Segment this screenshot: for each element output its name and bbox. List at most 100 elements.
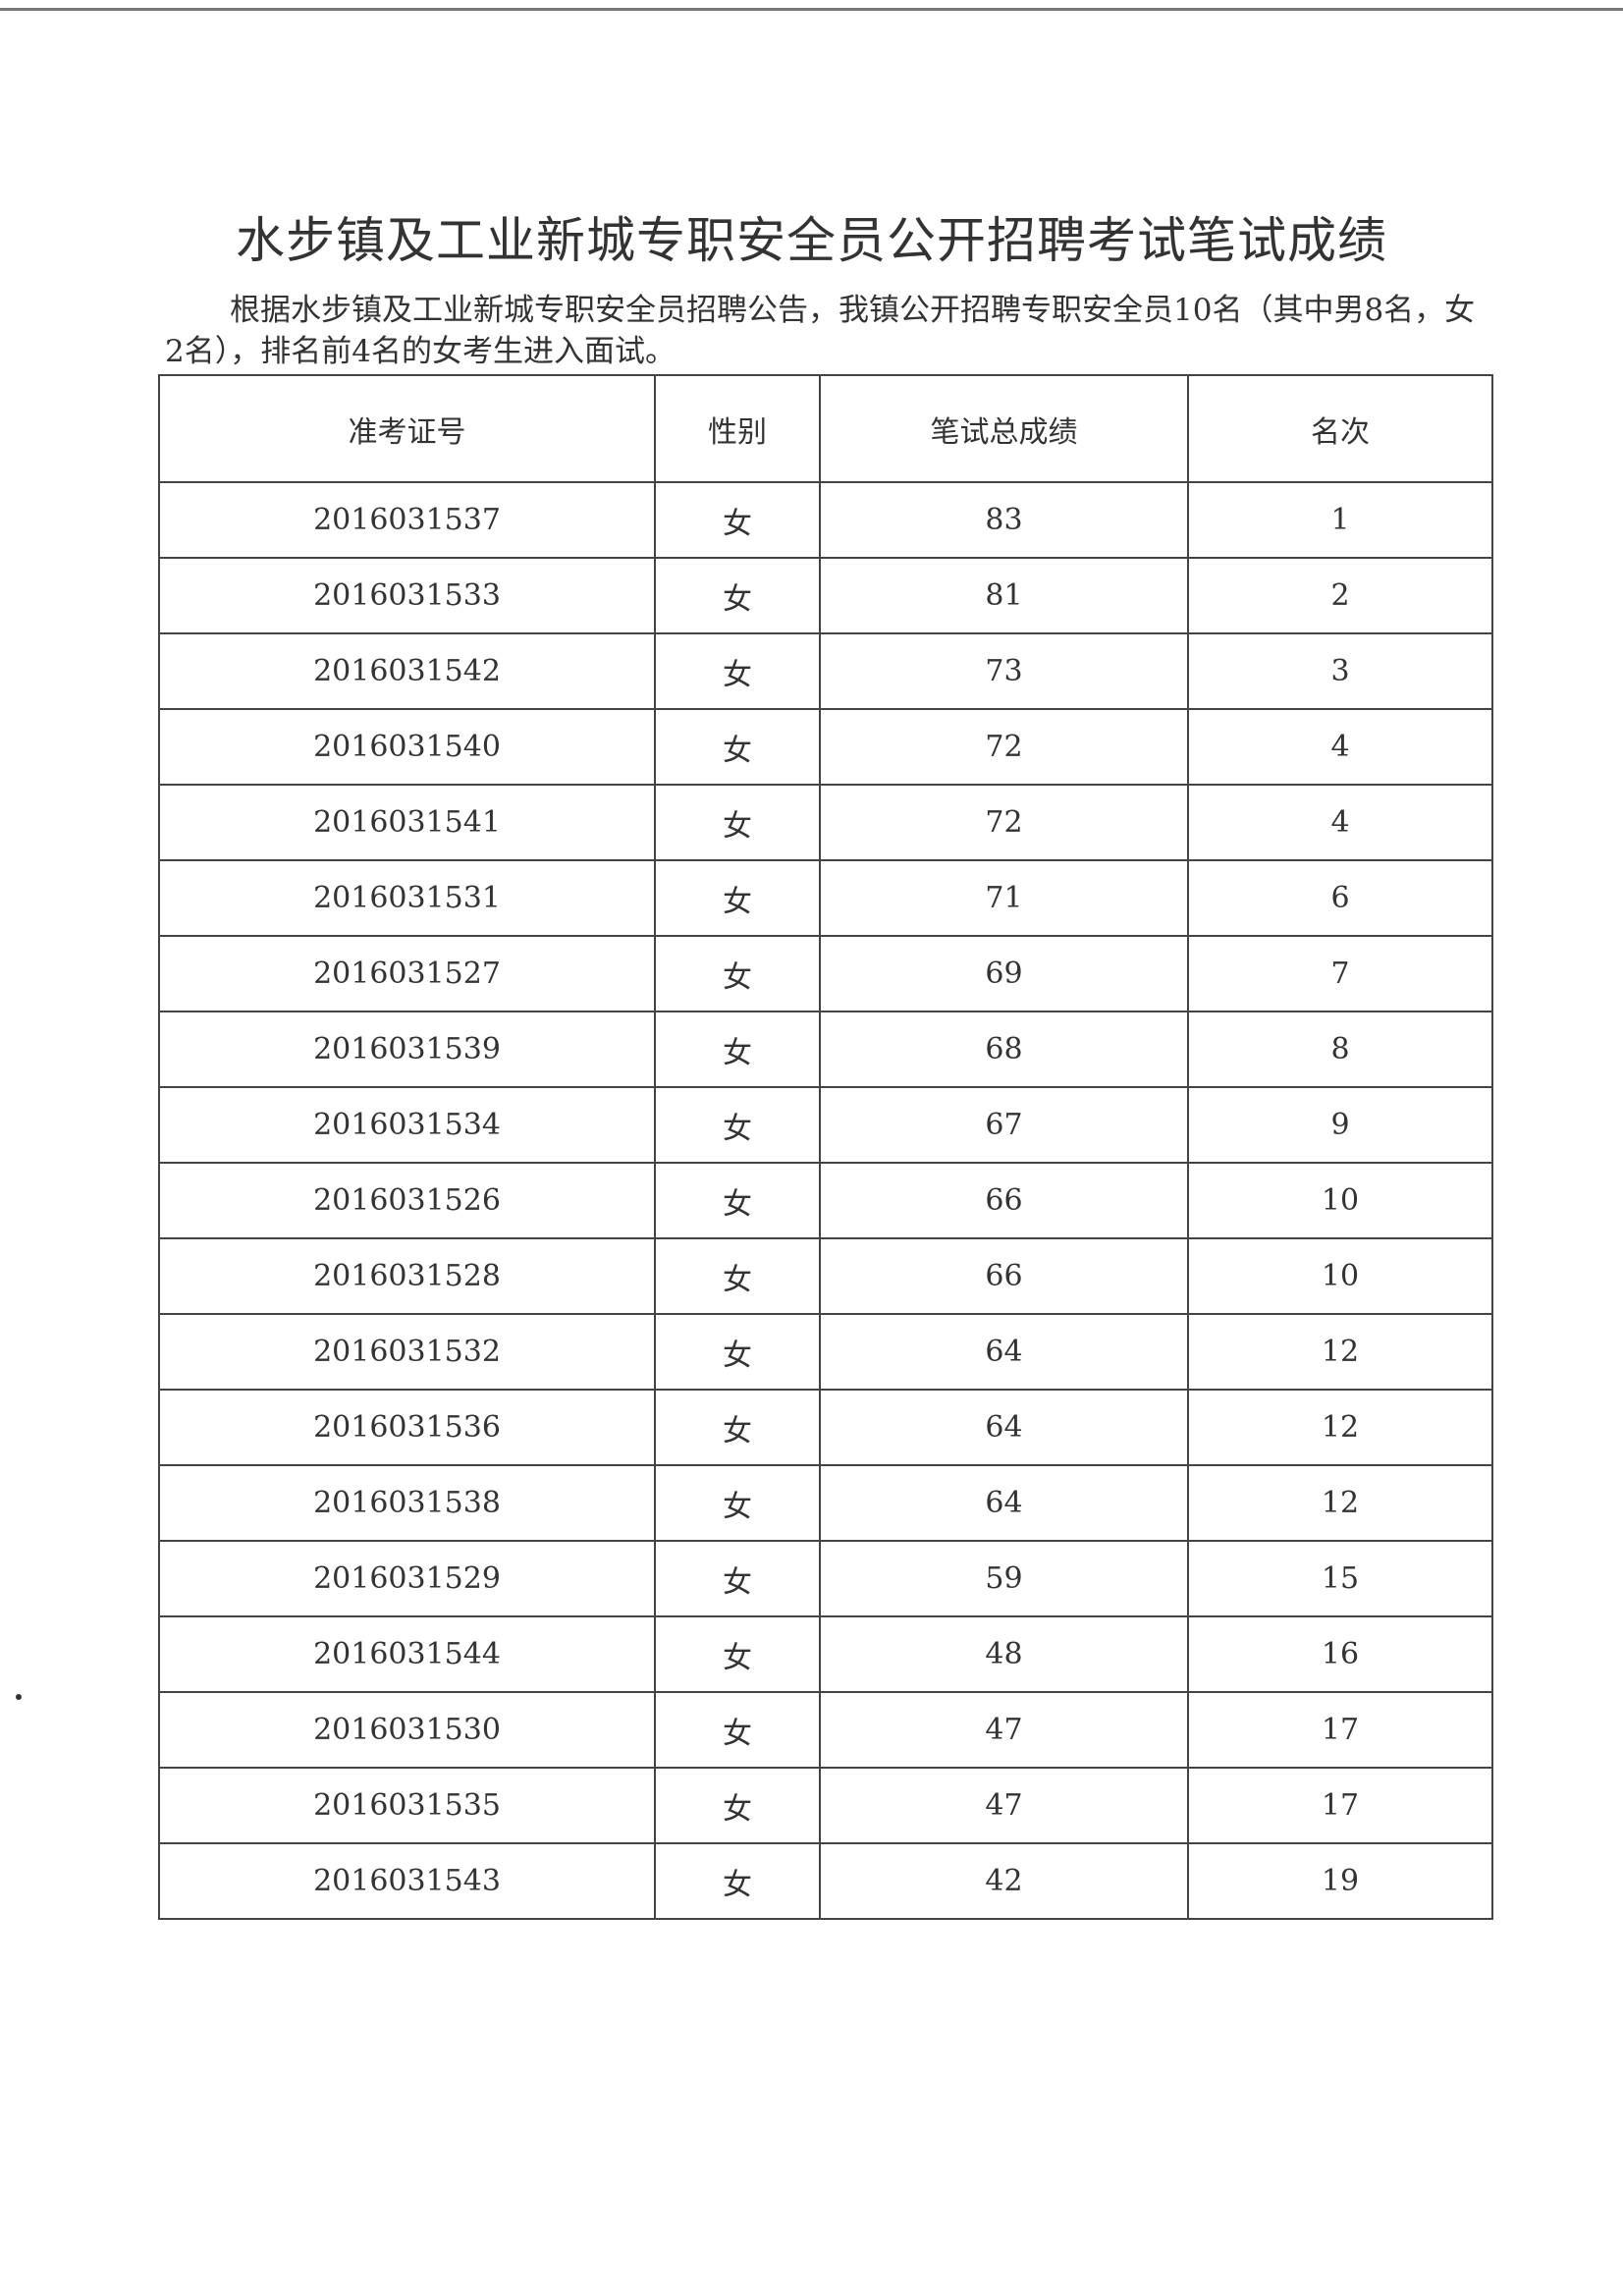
cell-exam-id: 2016031537 [158,481,656,559]
cell-gender: 女 [654,1011,821,1088]
cell-gender: 女 [654,708,821,786]
table-row: 2016031529 女 59 15 [158,1540,1493,1617]
cell-score: 71 [819,859,1189,937]
cell-gender: 女 [654,1540,821,1617]
cell-score: 64 [819,1464,1189,1542]
table-row: 2016031530 女 47 17 [158,1691,1493,1769]
cell-exam-id: 2016031526 [158,1162,656,1239]
cell-exam-id: 2016031533 [158,557,656,634]
table-row: 2016031528 女 66 10 [158,1237,1493,1315]
cell-gender: 女 [654,1615,821,1693]
cell-score: 48 [819,1615,1189,1693]
cell-gender: 女 [654,1237,821,1315]
table-row: 2016031541 女 72 4 [158,784,1493,861]
cell-gender: 女 [654,1162,821,1239]
cell-score: 64 [819,1389,1189,1466]
cell-exam-id: 2016031541 [158,784,656,861]
cell-score: 47 [819,1691,1189,1769]
cell-exam-id: 2016031540 [158,708,656,786]
cell-exam-id: 2016031527 [158,935,656,1012]
cell-exam-id: 2016031532 [158,1313,656,1391]
cell-rank: 4 [1187,708,1493,786]
cell-gender: 女 [654,1313,821,1391]
header-gender: 性别 [654,374,821,483]
table-row: 2016031526 女 66 10 [158,1162,1493,1239]
cell-exam-id: 2016031544 [158,1615,656,1693]
cell-rank: 12 [1187,1389,1493,1466]
cell-score: 67 [819,1086,1189,1164]
cell-score: 66 [819,1237,1189,1315]
table-row: 2016031533 女 81 2 [158,557,1493,634]
cell-rank: 7 [1187,935,1493,1012]
cell-gender: 女 [654,1464,821,1542]
cell-gender: 女 [654,1086,821,1164]
cell-score: 72 [819,708,1189,786]
table-row: 2016031536 女 64 12 [158,1389,1493,1466]
cell-exam-id: 2016031528 [158,1237,656,1315]
cell-score: 81 [819,557,1189,634]
cell-rank: 19 [1187,1842,1493,1920]
table-row: 2016031527 女 69 7 [158,935,1493,1012]
scan-edge-line [0,8,1623,11]
cell-rank: 10 [1187,1237,1493,1315]
cell-score: 69 [819,935,1189,1012]
cell-exam-id: 2016031531 [158,859,656,937]
table-row: 2016031544 女 48 16 [158,1615,1493,1693]
page-title: 水步镇及工业新城专职安全员公开招聘考试笔试成绩 [236,212,1387,269]
cell-score: 73 [819,632,1189,710]
cell-rank: 15 [1187,1540,1493,1617]
cell-exam-id: 2016031536 [158,1389,656,1466]
cell-rank: 2 [1187,557,1493,634]
cell-exam-id: 2016031538 [158,1464,656,1542]
table-row: 2016031543 女 42 19 [158,1842,1493,1920]
cell-rank: 10 [1187,1162,1493,1239]
cell-score: 47 [819,1767,1189,1844]
cell-exam-id: 2016031542 [158,632,656,710]
cell-rank: 17 [1187,1691,1493,1769]
cell-rank: 4 [1187,784,1493,861]
cell-exam-id: 2016031539 [158,1011,656,1088]
table-header-row: 准考证号 性别 笔试总成绩 名次 [158,374,1493,483]
cell-gender: 女 [654,1389,821,1466]
scan-speck [16,1694,22,1700]
table-row: 2016031532 女 64 12 [158,1313,1493,1391]
cell-gender: 女 [654,481,821,559]
cell-rank: 1 [1187,481,1493,559]
cell-rank: 16 [1187,1615,1493,1693]
cell-gender: 女 [654,1691,821,1769]
header-score: 笔试总成绩 [819,374,1189,483]
cell-exam-id: 2016031530 [158,1691,656,1769]
table-row: 2016031531 女 71 6 [158,859,1493,937]
cell-score: 83 [819,481,1189,559]
table-row: 2016031538 女 64 12 [158,1464,1493,1542]
header-exam-id: 准考证号 [158,374,656,483]
cell-gender: 女 [654,859,821,937]
cell-score: 72 [819,784,1189,861]
header-rank: 名次 [1187,374,1493,483]
cell-rank: 3 [1187,632,1493,710]
cell-score: 68 [819,1011,1189,1088]
intro-paragraph: 根据水步镇及工业新城专职安全员招聘公告，我镇公开招聘专职安全员10名（其中男8名… [165,293,1476,369]
cell-score: 42 [819,1842,1189,1920]
cell-gender: 女 [654,557,821,634]
cell-gender: 女 [654,784,821,861]
cell-exam-id: 2016031534 [158,1086,656,1164]
cell-rank: 12 [1187,1464,1493,1542]
cell-score: 59 [819,1540,1189,1617]
cell-gender: 女 [654,935,821,1012]
table-row: 2016031540 女 72 4 [158,708,1493,786]
table-row: 2016031539 女 68 8 [158,1011,1493,1088]
cell-rank: 9 [1187,1086,1493,1164]
table-row: 2016031542 女 73 3 [158,632,1493,710]
cell-exam-id: 2016031535 [158,1767,656,1844]
cell-rank: 8 [1187,1011,1493,1088]
cell-rank: 17 [1187,1767,1493,1844]
cell-gender: 女 [654,1767,821,1844]
table-row: 2016031534 女 67 9 [158,1086,1493,1164]
scores-table: 准考证号 性别 笔试总成绩 名次 2016031537 女 83 1 201603153… [158,374,1493,1920]
cell-rank: 12 [1187,1313,1493,1391]
cell-exam-id: 2016031529 [158,1540,656,1617]
table-row: 2016031535 女 47 17 [158,1767,1493,1844]
cell-exam-id: 2016031543 [158,1842,656,1920]
cell-gender: 女 [654,1842,821,1920]
